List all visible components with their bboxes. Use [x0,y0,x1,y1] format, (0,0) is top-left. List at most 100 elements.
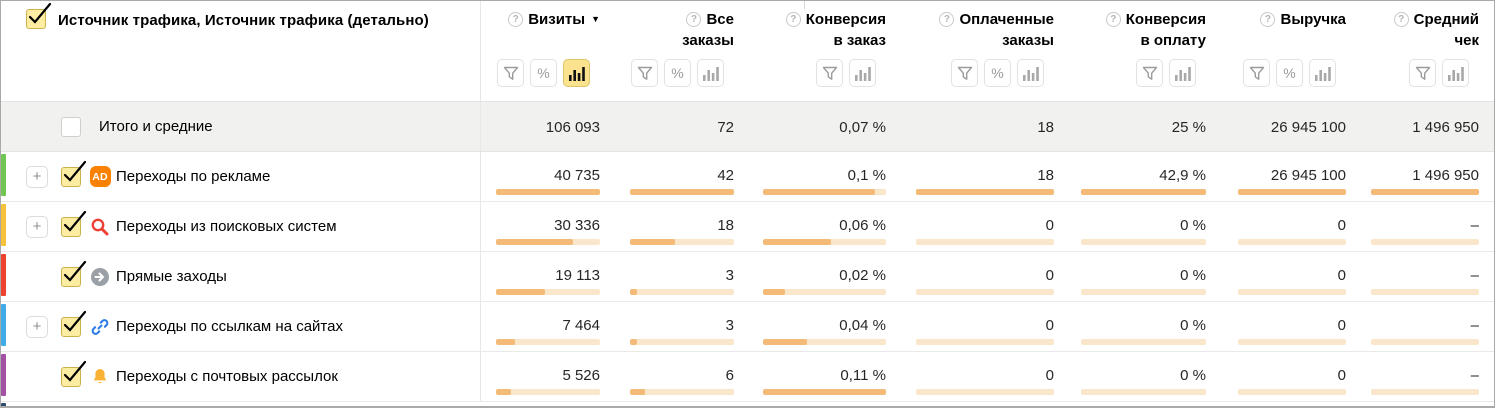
row-color-stripe [1,204,6,246]
column-header-all-orders: ? Все заказы % [600,1,734,101]
value-bar [1238,339,1346,345]
cell-value: 5 526 [562,367,600,384]
search-icon [89,216,111,238]
filter-button[interactable] [497,59,524,87]
value-bar [1081,289,1206,295]
value-bar [916,289,1054,295]
cell-value: 26 945 100 [1270,119,1346,136]
row-color-stripe [1,354,6,396]
column-label[interactable]: Оплаченные [959,11,1054,28]
help-icon[interactable]: ? [1105,12,1121,27]
chart-button[interactable] [1169,59,1196,87]
row-checkbox[interactable] [61,210,87,237]
cell-value: 0,07 % [839,119,886,136]
link-icon [89,316,111,338]
chart-button[interactable] [1442,59,1469,87]
table-row-search: + Переходы из поисковых систем 30 336 18… [1,202,1494,252]
row-label[interactable]: Переходы по ссылкам на сайтах [116,318,343,335]
chart-button[interactable] [849,59,876,87]
bell-icon [89,366,111,388]
column-label-line2[interactable]: чек [1454,32,1479,49]
row-color-stripe [1,304,6,346]
cell-value: 0,11 % [840,367,886,384]
row-label[interactable]: Переходы из поисковых систем [116,218,337,235]
chart-button[interactable] [697,59,724,87]
column-label-line2[interactable]: в оплату [1140,32,1206,49]
row-checkbox[interactable] [61,310,87,337]
help-icon[interactable]: ? [508,12,524,27]
value-bar [763,289,886,295]
cell-value: 0 [1045,217,1054,234]
value-bar [1081,239,1206,245]
row-label[interactable]: Переходы по рекламе [116,168,271,185]
filter-button[interactable] [631,59,658,87]
row-checkbox[interactable] [61,360,87,387]
percent-button[interactable]: % [984,59,1011,87]
percent-button[interactable]: % [664,59,691,87]
column-header-visits: ? Визиты ▼ % [481,1,600,101]
column-label[interactable]: Все [706,11,734,28]
help-icon[interactable]: ? [1393,12,1409,27]
filter-button[interactable] [1409,59,1436,87]
row-checkbox[interactable] [61,160,87,187]
cell-value: 72 [717,119,734,136]
column-label-line2[interactable]: заказы [682,32,734,49]
value-bar [630,339,734,345]
column-header-payment-conversion: ? Конверсия в оплату [1054,1,1206,101]
filter-button[interactable] [816,59,843,87]
row-label[interactable]: Прямые заходы [116,268,227,285]
column-label[interactable]: Конверсия [805,11,886,28]
column-label[interactable]: Визиты [528,11,586,28]
help-icon[interactable]: ? [686,12,702,27]
value-bar [1081,389,1206,395]
filter-button[interactable] [1136,59,1163,87]
row-color-stripe [1,254,6,296]
column-label[interactable]: Выручка [1280,11,1346,28]
cell-value: 0 % [1180,267,1206,284]
cell-value: 18 [1037,167,1054,184]
cell-value: 3 [725,267,734,284]
percent-button[interactable]: % [1276,59,1303,87]
help-icon[interactable]: ? [785,12,801,27]
cell-value: – [1470,217,1479,234]
cell-value: 0 [1337,217,1346,234]
expand-button[interactable]: + [26,215,48,238]
chart-button[interactable] [1309,59,1336,87]
filter-button[interactable] [951,59,978,87]
column-header-revenue: ? Выручка % [1206,1,1346,101]
dimension-title: Источник трафика, Источник трафика (дета… [58,12,429,29]
value-bar [763,189,886,195]
row-label[interactable]: Переходы с почтовых рассылок [116,368,338,385]
help-icon[interactable]: ? [1260,12,1276,27]
cell-value: 30 336 [554,217,600,234]
row-color-stripe [1,403,6,406]
dimension-header: Источник трафика, Источник трафика (дета… [1,1,481,101]
cell-value: – [1470,367,1479,384]
column-label-line2[interactable]: заказы [1002,32,1054,49]
column-label[interactable]: Средний [1413,11,1479,28]
filter-button[interactable] [1243,59,1270,87]
expand-button[interactable]: + [26,315,48,338]
expand-button[interactable]: + [26,165,48,188]
select-all-checkbox[interactable] [26,2,52,29]
cell-value: – [1470,267,1479,284]
column-label-line2[interactable]: в заказ [833,32,886,49]
value-bar [763,389,886,395]
help-icon[interactable]: ? [939,12,955,27]
value-bar [1371,339,1479,345]
value-bar [496,339,600,345]
ad-badge-icon: AD [89,166,111,188]
value-bar [763,239,886,245]
value-bar [1371,389,1479,395]
row-checkbox[interactable] [61,260,87,287]
cell-value: 0,02 % [839,267,886,284]
value-bar [916,339,1054,345]
column-label[interactable]: Конверсия [1125,11,1206,28]
value-bar [1081,339,1206,345]
percent-button[interactable]: % [530,59,557,87]
chart-button[interactable] [1017,59,1044,87]
table-row-links: + Переходы по ссылкам на сайтах 7 464 3 … [1,302,1494,352]
totals-checkbox[interactable] [61,116,81,137]
chart-button[interactable] [563,59,590,87]
